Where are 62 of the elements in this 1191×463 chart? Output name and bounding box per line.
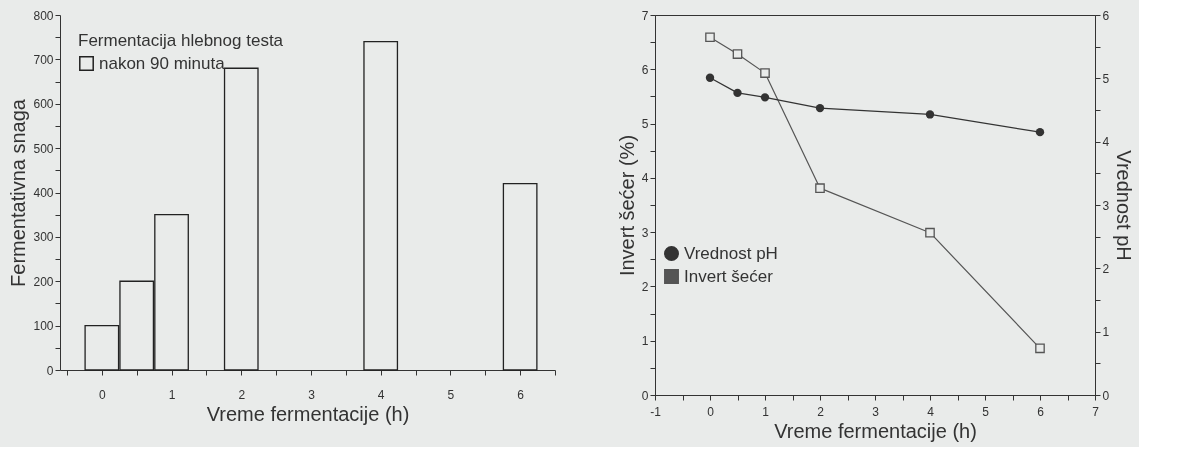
bar [502,182,538,371]
legend-label: Invert šećer [684,266,774,286]
y2-tick-label: 1 [1102,325,1110,340]
y-tick-label: 7 [641,8,649,23]
y-tick-label: 100 [33,319,54,334]
x-tick-label: 2 [817,404,825,419]
bar [363,40,399,371]
x-tick-label: -1 [650,404,662,419]
y-tick-label: 0 [46,363,54,378]
y-tick-label: 300 [33,230,54,245]
x-tick-label: 0 [707,404,715,419]
y2-tick-label: 2 [1102,261,1110,276]
point [815,183,825,194]
bar [223,67,259,371]
y-tick-label: 5 [641,117,649,132]
y-tick-label: 3 [641,225,649,240]
x-tick-label: 1 [762,404,770,419]
y-tick-label: 6 [641,62,649,77]
point [733,88,742,98]
point [1035,127,1045,137]
x-tick-label: 4 [927,404,935,419]
point [925,227,935,238]
y2-tick-label: 3 [1102,198,1110,213]
x-tick-label: 7 [1092,404,1100,419]
y-tick-label: 700 [33,52,54,67]
y-tick-label: 1 [641,334,649,349]
y2-tick-label: 6 [1102,8,1110,23]
y-axis-title: Fermentativna snaga [7,98,30,287]
point [760,68,770,78]
x-tick-label: 4 [377,387,385,402]
x-axis-title: Vreme fermentacije (h) [206,402,410,425]
y2-tick-label: 4 [1102,135,1110,150]
x-tick-label: 5 [447,387,455,402]
y-tick-label: 2 [641,279,649,294]
x-tick-label: 0 [98,387,106,402]
y-tick-label: 200 [33,274,54,289]
y-tick-label: 500 [33,141,54,156]
point [925,110,935,119]
x-axis-title: Vreme fermentacije (h) [774,419,977,442]
x-tick-label: 3 [872,404,880,419]
x-tick-label: 1 [168,387,176,402]
y-tick-label: 800 [33,8,54,23]
x-tick-label: 2 [238,387,246,402]
legend-label: Vrednost pH [684,243,778,263]
y-axis-title: Invert šećer (%) [615,134,638,277]
y2-tick-label: 5 [1102,71,1110,86]
x-tick-label: 3 [308,387,316,402]
y-tick-label: 600 [33,97,54,112]
y-tick-label: 400 [33,186,54,200]
x-tick-label: 5 [982,404,990,419]
x-tick-label: 6 [1037,404,1045,419]
point [1035,343,1045,354]
point [732,49,743,59]
y2-axis-title: Vrednost pH [1113,150,1136,261]
point [815,103,825,113]
legend-title: Fermentacija hlebnog testa [78,31,284,50]
point [705,32,715,43]
legend-label: nakon 90 minuta [99,53,226,73]
point [760,93,770,102]
x-tick-label: 6 [517,387,525,402]
y-tick-label: 4 [641,171,649,186]
point [705,73,715,82]
